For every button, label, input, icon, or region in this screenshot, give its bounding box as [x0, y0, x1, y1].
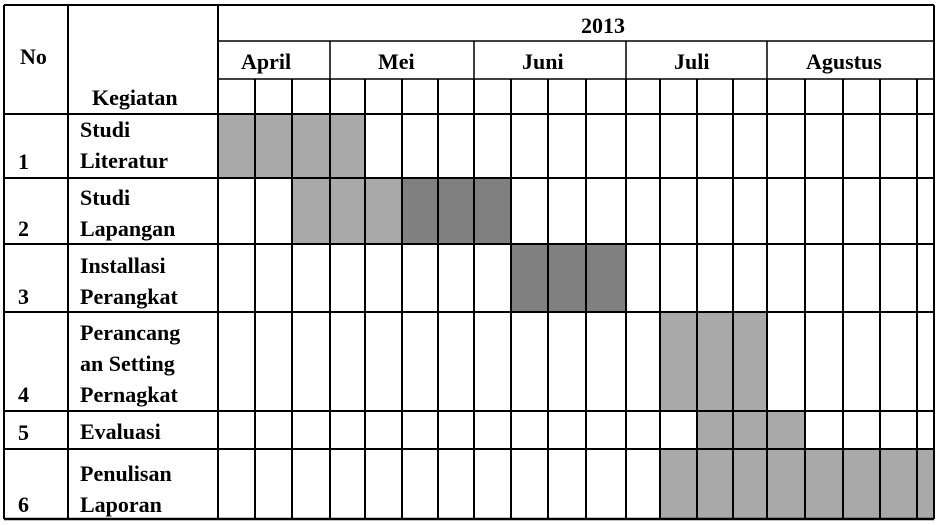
activity-name: Evaluasi [80, 421, 161, 452]
activity-name: Penulisan Laporan [80, 463, 172, 525]
activity-line: Pernagkat [80, 382, 178, 407]
month-agustus: Agustus [806, 49, 882, 74]
schedule-cell-shaded [330, 114, 365, 178]
schedule-cell-shaded [767, 449, 805, 519]
row-number: 5 [18, 420, 29, 445]
activity-line: Perancang [80, 320, 181, 345]
schedule-cell-shaded [805, 449, 843, 519]
year-header: 2013 [581, 13, 625, 38]
schedule-cell-shaded [697, 449, 733, 519]
month-juli: Juli [674, 49, 710, 74]
activity-line: Literatur [80, 148, 168, 173]
row-number: 3 [18, 284, 29, 309]
schedule-cell-shaded [255, 114, 292, 178]
row-number: 2 [18, 216, 29, 241]
month-april: April [241, 49, 292, 74]
month-mei: Mei [378, 49, 415, 74]
schedule-cell-shaded [218, 114, 255, 178]
schedule-cell-shaded [402, 178, 438, 244]
schedule-cell-shaded [511, 244, 548, 312]
no-header: No [20, 44, 47, 69]
schedule-cell-shaded [917, 449, 934, 519]
schedule-cell-shaded [660, 312, 697, 411]
schedule-cell-shaded [292, 178, 330, 244]
activity-line: Laporan [80, 492, 162, 517]
activity-line: Lapangan [80, 216, 176, 241]
schedule-cell-shaded [474, 178, 511, 244]
activity-line: Evaluasi [80, 419, 161, 444]
activity-line: Installasi [80, 253, 166, 278]
activity-name: Perancang an Setting Pernagkat [80, 322, 180, 415]
schedule-cell-shaded [767, 411, 805, 449]
schedule-cell-shaded [733, 312, 767, 411]
activity-name: Studi Literatur [80, 119, 168, 181]
activity-line: Perangkat [80, 284, 178, 309]
schedule-cell-shaded [697, 411, 733, 449]
schedule-cell-shaded [660, 449, 697, 519]
activity-line: Studi [80, 117, 131, 142]
schedule-cell-shaded [733, 449, 767, 519]
schedule-cell-shaded [697, 312, 733, 411]
schedule-cell-shaded [330, 178, 365, 244]
schedule-cell-shaded [843, 449, 880, 519]
row-number: 4 [18, 382, 29, 407]
month-juni: Juni [522, 49, 564, 74]
activity-line: Penulisan [80, 461, 172, 486]
schedule-cell-shaded [365, 178, 402, 244]
row-number: 1 [18, 149, 29, 174]
schedule-cell-shaded [586, 244, 626, 312]
activity-line: an Setting [80, 351, 175, 376]
schedule-cell-shaded [438, 178, 474, 244]
activity-name: Studi Lapangan [80, 187, 175, 249]
schedule-cell-shaded [292, 114, 330, 178]
row-number: 6 [18, 492, 29, 517]
schedule-cell-shaded [548, 244, 586, 312]
activity-name: Installasi Perangkat [80, 255, 178, 317]
schedule-cell-shaded [880, 449, 917, 519]
schedule-cell-shaded [733, 411, 767, 449]
activity-line: Studi [80, 185, 131, 210]
kegiatan-header: Kegiatan [92, 85, 178, 110]
